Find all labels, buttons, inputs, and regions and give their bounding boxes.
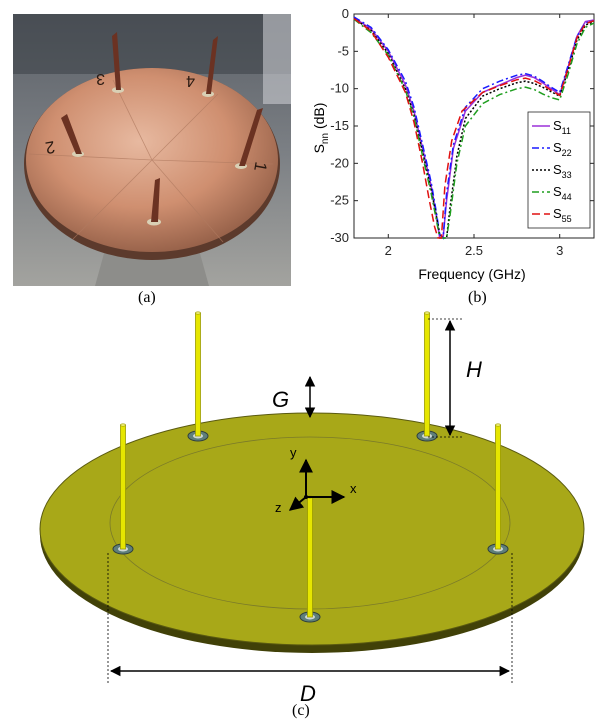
probe-mark-1: 1 bbox=[250, 160, 270, 173]
probe-tip-1 bbox=[195, 311, 201, 315]
y-tick-label: -20 bbox=[330, 155, 349, 170]
panel-b-label: (b) bbox=[468, 289, 487, 306]
axis-y-label: y bbox=[290, 445, 297, 460]
legend-entry-55: S55 bbox=[553, 206, 572, 224]
legend-entry-11: S11 bbox=[553, 118, 571, 136]
probe-tip-2 bbox=[424, 311, 430, 315]
antenna-model: G H D y x z bbox=[39, 311, 585, 705]
panel-c-label: (c) bbox=[292, 702, 310, 719]
x-tick-label: 3 bbox=[556, 243, 563, 258]
probe-mark-3: 3 bbox=[96, 70, 105, 87]
panel-a-label: (a) bbox=[138, 289, 156, 306]
x-tick-label: 2 bbox=[385, 243, 392, 258]
legend-box bbox=[527, 111, 591, 229]
probe-rod-5 bbox=[307, 496, 313, 618]
x-axis-label: Frequency (GHz) bbox=[418, 266, 525, 282]
dimension-D-label: D bbox=[300, 681, 316, 705]
axis-x-label: x bbox=[350, 481, 357, 496]
y-tick-label: -25 bbox=[330, 193, 349, 208]
probe-rod-1 bbox=[195, 312, 201, 437]
probe-rod-2 bbox=[424, 312, 430, 437]
prototype-photo: 3 4 2 1 bbox=[13, 14, 291, 286]
legend-entry-44: S44 bbox=[553, 184, 572, 202]
probe-tip-3 bbox=[120, 423, 126, 427]
x-tick-label: 2.5 bbox=[465, 243, 483, 258]
probe-rod-4 bbox=[495, 424, 501, 550]
probe-pins bbox=[61, 32, 263, 226]
probe-mark-2: 2 bbox=[44, 137, 57, 157]
probe-rod-3 bbox=[120, 424, 126, 550]
axis-z-label: z bbox=[275, 500, 282, 515]
monopole-probes bbox=[112, 311, 509, 623]
y-axis-label: Snn (dB) bbox=[311, 103, 331, 154]
y-tick-label: 0 bbox=[342, 6, 349, 21]
series-line-44 bbox=[353, 18, 595, 239]
coordinate-axes bbox=[288, 458, 346, 511]
s-parameter-chart: 2 2.5 30-5-10-15-20-25-30 S11S22S33S44S55 … bbox=[311, 6, 595, 282]
legend-entry-33: S33 bbox=[553, 162, 572, 180]
y-tick-label: -10 bbox=[330, 81, 349, 96]
dimension-G-label: G bbox=[272, 387, 289, 412]
series-line-55 bbox=[353, 17, 595, 239]
probe-mark-4: 4 bbox=[186, 72, 195, 89]
dimension-H-label: H bbox=[466, 357, 482, 382]
probe-tip-4 bbox=[495, 423, 501, 427]
legend-entry-22: S22 bbox=[553, 140, 572, 158]
y-tick-label: -15 bbox=[330, 118, 349, 133]
y-tick-label: -30 bbox=[330, 230, 349, 245]
y-tick-label: -5 bbox=[337, 43, 349, 58]
